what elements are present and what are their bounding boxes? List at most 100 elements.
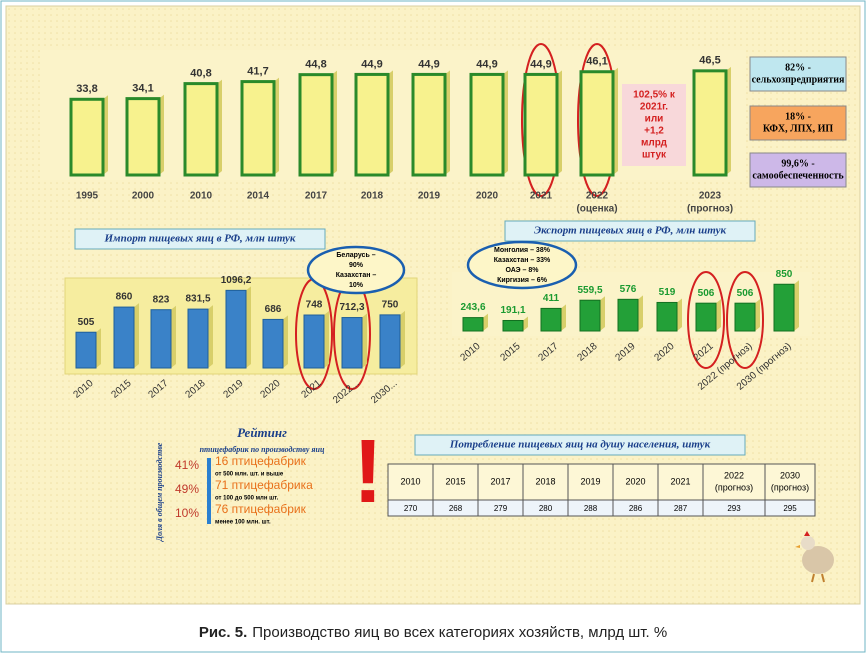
value-label: 41,7 (247, 65, 268, 77)
table-header: (прогноз) (715, 482, 753, 492)
bubble-text: Казахстан – (336, 272, 377, 279)
table-header: 2030 (780, 470, 800, 480)
table-header: 2020 (625, 476, 645, 486)
bar (471, 74, 503, 175)
rating-label: 76 птицефабрик (215, 502, 307, 516)
bar-side (134, 303, 139, 368)
value-label: 44,8 (305, 59, 326, 71)
value-label: 191,1 (500, 305, 525, 316)
value-label: 519 (659, 287, 676, 298)
bar (541, 308, 561, 331)
bubble-text: 10% (349, 282, 364, 289)
side-box-text: 18% - (785, 111, 811, 122)
table-header: 2015 (445, 476, 465, 486)
bar-side (638, 295, 643, 331)
bar (413, 74, 445, 175)
rating-title: Рейтинг (237, 425, 287, 440)
bar-side (324, 311, 329, 368)
table-value: 280 (539, 504, 553, 513)
table-value: 288 (584, 504, 598, 513)
value-label: 33,8 (76, 83, 97, 95)
table-value: 287 (674, 504, 688, 513)
rating-note: менее 100 млн. шт. (215, 520, 271, 526)
bar (71, 99, 103, 175)
bar (380, 315, 400, 368)
bar-side (755, 299, 760, 331)
bar (525, 74, 557, 175)
x-tick-label: 2022 (586, 191, 609, 202)
value-label: 750 (382, 300, 399, 311)
rating-label: 16 птицефабрик (215, 454, 307, 468)
bar (735, 303, 755, 331)
caption-text: Производство яиц во всех категориях хозя… (252, 624, 667, 641)
bar (774, 284, 794, 331)
bar-side (96, 328, 101, 368)
bar (127, 99, 159, 175)
bar (304, 315, 324, 368)
x-tick-label: 2010 (190, 191, 213, 202)
bar-side (362, 314, 367, 368)
bar-side (716, 299, 721, 331)
value-label: 243,6 (460, 302, 485, 313)
x-tick-sublabel: (оценка) (576, 204, 617, 215)
x-tick-label: 2017 (305, 191, 328, 202)
table-header: 2021 (670, 476, 690, 486)
rating-note: от 500 млн. шт. и выше (215, 472, 284, 478)
rating-bar (207, 458, 211, 524)
value-label: 34,1 (132, 83, 153, 95)
bar-side (283, 315, 288, 368)
value-label: 46,5 (699, 55, 720, 67)
rating-label: 71 птицефабрика (215, 478, 313, 492)
table-value: 268 (449, 504, 463, 513)
value-label: 860 (116, 292, 133, 303)
table-value: 270 (404, 504, 418, 513)
bar (185, 84, 217, 175)
x-tick-label: 2019 (418, 191, 441, 202)
caption: Рис. 5.Производство яиц во всех категори… (199, 624, 667, 641)
value-label: 831,5 (185, 294, 210, 305)
x-tick-sublabel: (прогноз) (687, 204, 733, 215)
annotation: 2021г. (640, 102, 668, 113)
value-label: 506 (737, 288, 754, 299)
x-tick-label: 2020 (476, 191, 499, 202)
value-label: 44,9 (476, 58, 497, 70)
table-header: 2019 (580, 476, 600, 486)
bar (580, 300, 600, 331)
value-label: 823 (153, 294, 170, 305)
bar-side (208, 305, 213, 368)
table-value: 279 (494, 504, 508, 513)
bar (581, 72, 613, 175)
value-label: 1096,2 (221, 275, 252, 286)
table-header: 2017 (490, 476, 510, 486)
table-value: 286 (629, 504, 643, 513)
value-label: 505 (78, 317, 95, 328)
bar-side (794, 280, 799, 331)
value-label: 576 (620, 284, 637, 295)
value-label: 44,9 (418, 58, 439, 70)
bar (151, 310, 171, 368)
annotation: +1,2 (644, 126, 664, 137)
rating-share: 49% (175, 482, 199, 496)
bar-side (561, 304, 566, 331)
side-box-text: 99,6% - (781, 158, 814, 169)
side-box-text: сельхозпредприятия (752, 74, 845, 85)
table-title: Потребление пищевых яиц на душу населени… (449, 439, 711, 451)
x-tick-label: 2000 (132, 191, 155, 202)
value-label: 506 (698, 288, 715, 299)
bar (503, 320, 523, 331)
bar-side (246, 286, 251, 368)
value-label: 411 (543, 293, 560, 304)
value-label: 44,9 (530, 58, 551, 70)
x-tick-label: 2021 (530, 191, 553, 202)
bar (114, 307, 134, 368)
infographic: 33,8199534,1200040,8201041,7201444,82017… (0, 0, 866, 653)
annotation: 102,5% к (633, 90, 676, 101)
table-header: 2010 (400, 476, 420, 486)
bar-side (677, 298, 682, 331)
x-tick-label: 2014 (247, 191, 270, 202)
value-label: 44,9 (361, 58, 382, 70)
bar-side (171, 306, 176, 368)
bubble-text: 90% (349, 262, 364, 269)
table-value: 293 (727, 504, 741, 513)
side-box-text: 82% - (785, 62, 811, 73)
